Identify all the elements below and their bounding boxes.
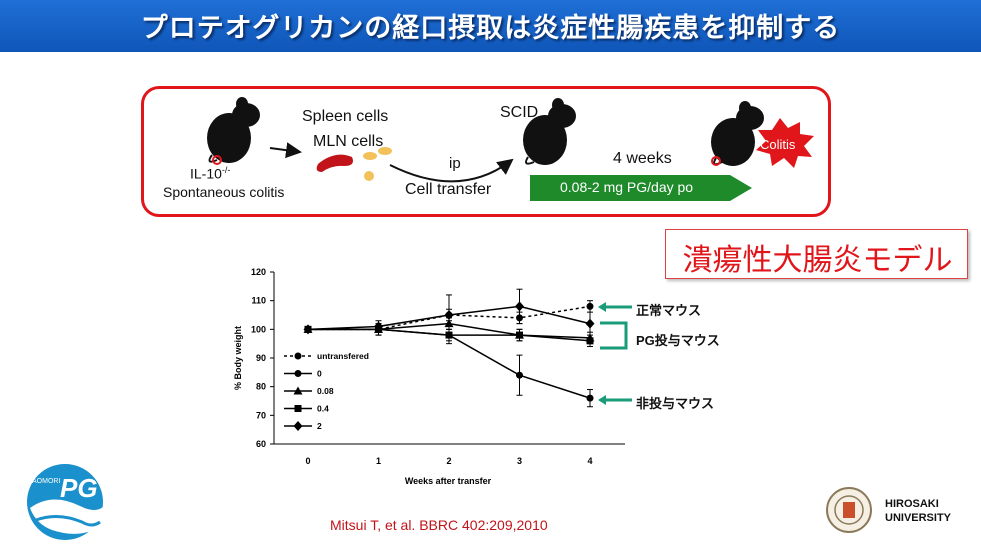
model-label-box: 潰瘍性大腸炎モデル [665,229,968,279]
data-point-0 [516,371,523,379]
colitis-burst-icon [756,118,814,168]
logo-left-big: PG [60,473,98,503]
y-tick-label: 110 [251,296,266,306]
mln-icon [363,147,392,181]
transfer-arrow [389,158,514,183]
page-title: プロテオグリカンの経口摂取は炎症性腸疾患を抑制する [140,13,841,44]
transfer-label: Cell transfer [405,181,492,198]
header-banner: プロテオグリカンの経口摂取は炎症性腸疾患を抑制する [0,0,981,52]
y-tick-label: 100 [251,324,266,334]
x-tick-label: 4 [587,456,592,466]
logo-right-line2: UNIVERSITY [885,512,952,524]
legend-marker [293,386,303,395]
legend-label-2: 2 [317,421,322,431]
hirosaki-emblem-icon [826,487,872,533]
colitis-label: Colitis [760,137,796,152]
donor-sublabel: Spontaneous colitis [163,184,285,200]
data-point-0 [586,394,594,402]
y-axis-label: % Body weight [233,326,243,390]
data-point-2 [585,318,595,329]
route-label: ip [449,155,461,172]
data-point-2 [444,310,454,320]
spleen-label: Spleen cells [302,108,389,125]
data-point-0.4 [516,331,523,339]
duration-label: 4 weeks [613,150,672,167]
x-tick-label: 3 [517,456,522,466]
scid-mouse-icon [523,98,576,165]
legend-marker [294,370,302,377]
legend-label-0: 0 [317,369,322,379]
arrow-normal-head [598,302,606,312]
x-tick-label: 0 [305,456,310,466]
legend-marker [294,405,302,412]
donor-superscript: -/- [221,165,231,175]
mln-label: MLN cells [313,133,384,150]
scid-label: SCID [500,104,539,121]
donor-mouse-icon [207,97,260,165]
x-tick-label: 2 [446,456,451,466]
legend-label-untransfered: untransfered [317,351,369,361]
y-tick-label: 120 [251,267,266,277]
donor-strain-text: IL-10 [190,165,222,182]
data-point-2 [374,321,383,332]
arrow-untreated-head [598,395,606,405]
annotation-normal: 正常マウス [636,303,702,318]
treatment-label: 0.08-2 mg PG/day po [560,179,694,195]
x-axis-label: Weeks after transfer [405,476,492,486]
legend-marker [293,421,303,431]
donor-arrow [269,142,302,159]
y-tick-label: 80 [256,382,266,392]
x-tick-label: 1 [376,456,381,466]
annotation-untreated: 非投与マウス [636,396,715,411]
series-line-untransfered [308,305,591,331]
model-label: 潰瘍性大腸炎モデル [682,243,953,278]
spleen-icon [316,154,353,172]
colitis-mouse-icon [711,101,764,166]
annotation-pg: PG投与マウス [636,333,720,348]
experiment-scheme-box [141,86,831,217]
logo-right-line1: HIROSAKI [885,498,939,510]
citation: Mitsui T, et al. BBRC 402:209,2010 [330,517,548,533]
y-tick-label: 60 [256,439,266,449]
legend-label-0.4: 0.4 [317,404,329,414]
aomori-pg-logo [27,464,104,540]
bracket-pg [600,321,628,350]
legend-label-0.08: 0.08 [317,386,334,396]
data-point-2 [303,324,313,335]
treatment-arrow [530,175,752,201]
data-point-2 [515,301,524,312]
donor-label: IL-10-/- [190,165,230,182]
logo-left-small: AOMORI [32,478,61,485]
y-tick-label: 70 [256,410,266,420]
y-tick-label: 90 [256,353,266,363]
legend-marker [294,352,302,360]
